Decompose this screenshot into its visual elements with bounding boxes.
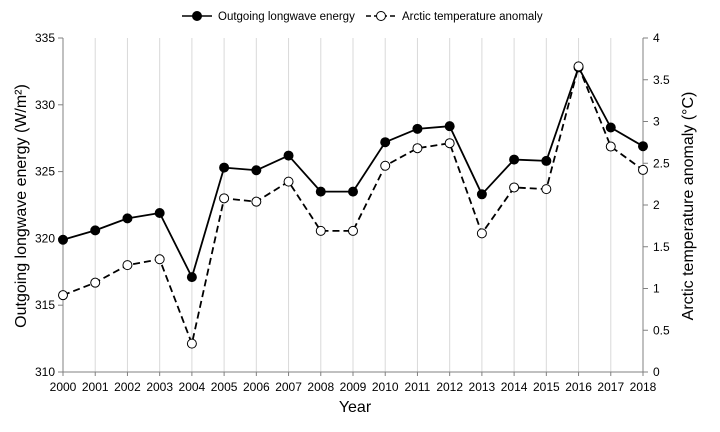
x-tick-label: 2006 bbox=[243, 380, 270, 394]
x-tick-label: 2015 bbox=[533, 380, 560, 394]
series-1-point-2004 bbox=[186, 338, 197, 349]
left-y-tick-label: 335 bbox=[35, 31, 55, 45]
series-0-point-2007 bbox=[283, 150, 294, 161]
series-1-point-2010 bbox=[380, 160, 391, 171]
right-y-tick-label: 2 bbox=[653, 198, 660, 212]
left-y-tick-label: 330 bbox=[35, 98, 55, 112]
series-1-point-2009 bbox=[348, 225, 358, 236]
series-0-point-2000 bbox=[58, 234, 68, 245]
x-tick-label: 2008 bbox=[307, 380, 334, 394]
legend-open-circle-marker bbox=[376, 11, 386, 21]
gridlines bbox=[62, 38, 644, 372]
x-tick-label: 2003 bbox=[146, 380, 173, 394]
legend-filled-circle-marker bbox=[192, 11, 202, 21]
series-0-point-2003 bbox=[154, 208, 165, 219]
series-0-point-2009 bbox=[348, 186, 358, 197]
x-tick-label: 2004 bbox=[179, 380, 206, 394]
left-y-tick-label: 310 bbox=[35, 365, 55, 379]
series-1-point-2018 bbox=[638, 164, 648, 175]
series-1-point-2002 bbox=[122, 260, 133, 271]
legend-label-temperature: Arctic temperature anomaly bbox=[402, 11, 543, 23]
series-1-point-2016 bbox=[573, 61, 584, 72]
x-tick-label: 2017 bbox=[597, 380, 624, 394]
x-tick-label: 2010 bbox=[372, 380, 399, 394]
series-0-point-2008 bbox=[315, 186, 326, 197]
right-y-tick-label: 0 bbox=[653, 365, 660, 379]
right-y-tick-label: 1 bbox=[653, 282, 660, 296]
series-0-point-2018 bbox=[638, 141, 648, 152]
x-tick-label: 2007 bbox=[275, 380, 302, 394]
right-y-tick-label: 1.5 bbox=[653, 240, 670, 254]
series-1-point-2015 bbox=[541, 184, 552, 195]
right-y-tick-label: 4 bbox=[653, 31, 660, 45]
series-0-point-2012 bbox=[444, 121, 455, 132]
x-tick-label: 2009 bbox=[340, 380, 367, 394]
legend: Outgoing longwave energy Arctic temperat… bbox=[182, 11, 543, 23]
x-tick-label: 2016 bbox=[565, 380, 592, 394]
series-0-point-2015 bbox=[541, 155, 552, 166]
right-y-tick-label: 3.5 bbox=[653, 73, 670, 87]
right-y-axis-title: Arctic temperature anomaly (°C) bbox=[680, 92, 697, 321]
series-0-point-2004 bbox=[186, 272, 197, 283]
series-1-point-2000 bbox=[58, 290, 68, 301]
series-1-point-2011 bbox=[412, 143, 423, 154]
series-0-point-2017 bbox=[605, 122, 616, 133]
x-tick-label: 2011 bbox=[405, 380, 431, 394]
x-tick-label: 2000 bbox=[50, 380, 77, 394]
series-1-point-2017 bbox=[605, 141, 616, 152]
x-tick-label: 2014 bbox=[501, 380, 528, 394]
x-tick-label: 2018 bbox=[630, 380, 657, 394]
series-1-point-2008 bbox=[315, 225, 326, 236]
series-0-point-2005 bbox=[219, 162, 230, 173]
series-0-point-2010 bbox=[380, 137, 391, 148]
series-0-point-2014 bbox=[509, 154, 520, 165]
right-y-tick-label: 3 bbox=[653, 115, 660, 129]
tick-labels: 310 315 320 325 330 335 0 0.5 1 1.5 2 2.5 3 3.5 4 2000 2… bbox=[35, 31, 670, 394]
series-0-point-2011 bbox=[412, 123, 423, 134]
series-1-point-2003 bbox=[154, 254, 165, 265]
series-1-point-2013 bbox=[476, 228, 487, 239]
left-y-tick-label: 320 bbox=[35, 231, 55, 245]
x-tick-label: 2013 bbox=[469, 380, 496, 394]
series-1-point-2007 bbox=[283, 176, 294, 187]
x-tick-label: 2005 bbox=[211, 380, 238, 394]
series-1-point-2012 bbox=[444, 138, 455, 149]
right-y-tick-label: 0.5 bbox=[653, 323, 670, 337]
series-0-point-2013 bbox=[476, 189, 487, 200]
left-y-tick-label: 325 bbox=[35, 165, 55, 179]
series-0-point-2001 bbox=[90, 225, 101, 236]
x-axis-title: Year bbox=[339, 399, 372, 416]
axes bbox=[58, 37, 648, 376]
x-tick-label: 2002 bbox=[114, 380, 141, 394]
series-0-point-2006 bbox=[251, 165, 262, 176]
series-1-point-2006 bbox=[251, 196, 262, 207]
left-y-tick-label: 315 bbox=[35, 298, 55, 312]
x-tick-label: 2001 bbox=[82, 380, 109, 394]
x-tick-label: 2012 bbox=[436, 380, 463, 394]
legend-label-longwave: Outgoing longwave energy bbox=[218, 11, 355, 23]
left-y-axis-title: Outgoing longwave energy (W/m²) bbox=[13, 84, 30, 328]
series-0-point-2002 bbox=[122, 213, 133, 224]
series bbox=[58, 61, 648, 349]
series-1-point-2014 bbox=[509, 182, 520, 193]
series-1-point-2005 bbox=[219, 193, 230, 204]
right-y-tick-label: 2.5 bbox=[653, 156, 670, 170]
series-1-point-2001 bbox=[90, 277, 101, 288]
